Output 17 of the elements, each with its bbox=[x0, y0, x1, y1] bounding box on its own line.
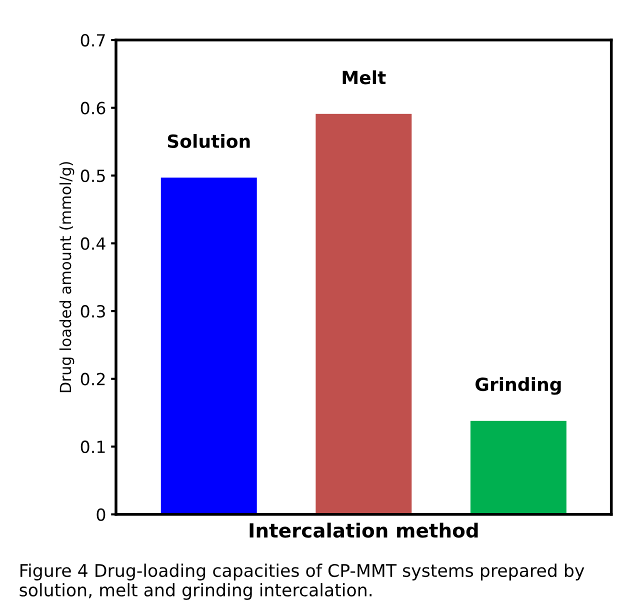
caption: Figure 4 Drug-loading capacities of CP-MMT systems prepared by solution, melt and grinding intercalation. bbox=[20, 564, 584, 600]
y-tick-label: 0.2 bbox=[80, 372, 105, 386]
y-tick-label: 0.6 bbox=[80, 102, 106, 114]
x-tick-label: Melt bbox=[342, 70, 386, 84]
y-tick-label: 0.3 bbox=[80, 305, 105, 318]
x-axis-title: Intercalation method bbox=[250, 522, 478, 538]
x-tick-label: Grinding bbox=[476, 377, 561, 395]
y-axis-title: Drug loaded amount (mmol/g) bbox=[59, 162, 74, 392]
y-tick-label: 0.5 bbox=[80, 170, 105, 182]
bar bbox=[160, 178, 257, 514]
y-tick-label: 0 bbox=[96, 508, 106, 521]
bar bbox=[470, 420, 566, 514]
y-tick-label: 0.1 bbox=[80, 440, 105, 454]
bar bbox=[316, 114, 412, 514]
y-tick-label: 0.4 bbox=[80, 237, 106, 250]
x-tick-label: Solution bbox=[168, 134, 250, 148]
y-tick-label: 0.7 bbox=[80, 34, 105, 47]
